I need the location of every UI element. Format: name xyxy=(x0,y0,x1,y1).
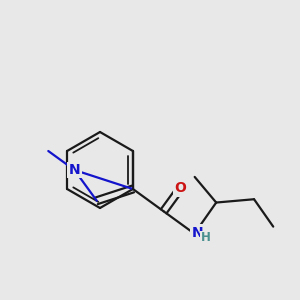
Text: O: O xyxy=(175,181,186,195)
Text: N: N xyxy=(192,226,203,240)
Text: H: H xyxy=(200,231,210,244)
Text: N: N xyxy=(69,163,80,177)
